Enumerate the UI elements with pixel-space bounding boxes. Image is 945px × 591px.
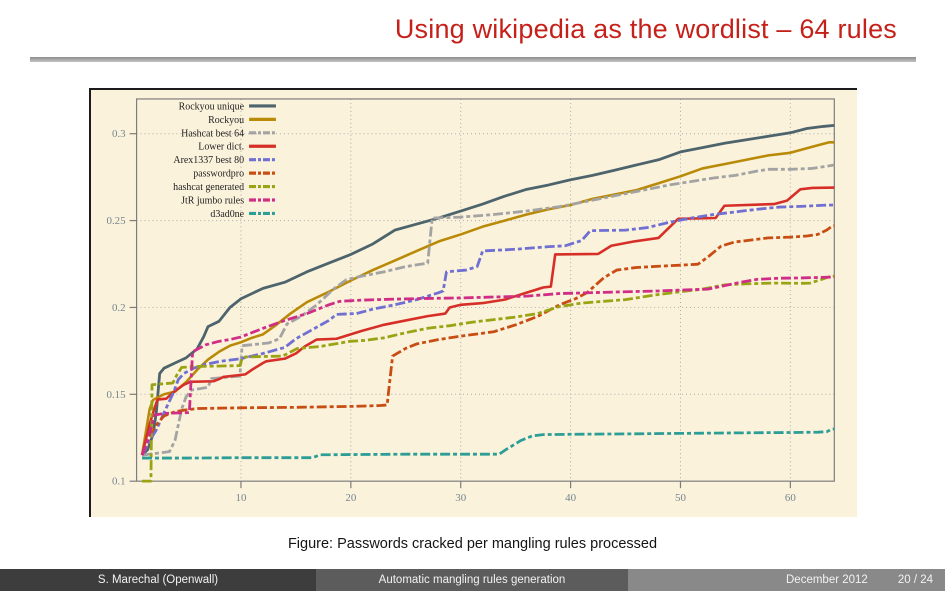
slide-title: Using wikipedia as the wordlist – 64 rul… xyxy=(394,14,897,44)
legend-label-9: d3ad0ne xyxy=(210,209,244,220)
x-tick-label: 60 xyxy=(785,492,796,504)
figure-area: 0.1 0.15 0.2 0.25 0.3 10 20 30 40 50 60 Rockyou uni… xyxy=(89,88,857,517)
x-tick-label: 50 xyxy=(675,492,686,504)
legend-label-2: Rockyou xyxy=(208,115,244,126)
y-tick-label: 0.3 xyxy=(112,128,126,140)
title-separator-rule xyxy=(30,57,916,62)
series-line-rockyou-unique xyxy=(141,123,835,457)
series-line-d3ad0ne xyxy=(142,427,835,460)
series-line-hashcat-generated xyxy=(142,274,835,483)
series-line-rockyou xyxy=(140,141,835,456)
legend-label-7: hashcat generated xyxy=(173,182,244,193)
legend-label-4: Lower dict. xyxy=(198,142,244,153)
legend-label-3: Hashcat best 64 xyxy=(181,128,244,139)
series-line-jtr-jumbo-rules xyxy=(140,275,835,456)
y-tick-label: 0.15 xyxy=(106,389,126,401)
x-tick-label: 40 xyxy=(565,492,576,504)
figure-caption: Figure: Passwords cracked per mangling r… xyxy=(287,536,658,552)
x-tick-label: 10 xyxy=(235,492,246,504)
series-line-arex1337-best-80 xyxy=(140,203,835,456)
passwords-cracked-chart: 0.1 0.15 0.2 0.25 0.3 10 20 30 40 50 60 Rockyou uni… xyxy=(106,98,835,504)
footer-date: December 2012 xyxy=(786,574,868,586)
legend-label-1: Rockyou unique xyxy=(179,101,245,112)
series-line-lower-dict- xyxy=(140,186,835,456)
footer-page-number: 20 / 24 xyxy=(897,574,933,586)
footer-bar: S. Marechal (Openwall) Automatic manglin… xyxy=(0,569,945,591)
x-tick-label: 30 xyxy=(455,492,466,504)
legend-label-8: JtR jumbo rules xyxy=(181,195,244,206)
series-line-hashcat-best-64 xyxy=(141,163,835,457)
footer-presentation-title: Automatic mangling rules generation xyxy=(316,569,628,591)
legend-label-6: passwordpro xyxy=(193,169,244,180)
legend-label-5: Arex1337 best 80 xyxy=(173,155,244,166)
footer-author: S. Marechal (Openwall) xyxy=(0,569,316,591)
footer-date-page: December 2012 20 / 24 xyxy=(628,569,945,591)
plot-frame xyxy=(135,98,835,482)
y-tick-label: 0.2 xyxy=(112,302,126,314)
y-tick-label: 0.25 xyxy=(106,215,126,227)
x-tick-label: 20 xyxy=(345,492,356,504)
y-tick-label: 0.1 xyxy=(112,476,126,488)
